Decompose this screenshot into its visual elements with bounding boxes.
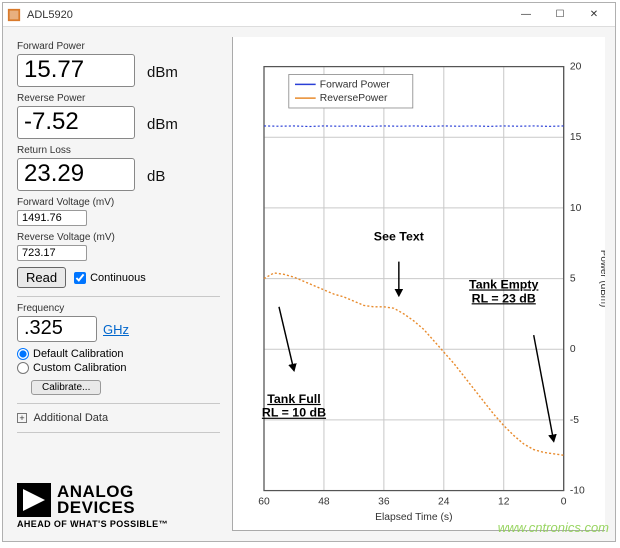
- svg-text:Power (dBm): Power (dBm): [598, 250, 605, 307]
- svg-text:36: 36: [378, 497, 390, 508]
- forward-power-value: 15.77: [17, 54, 135, 87]
- svg-text:0: 0: [561, 497, 567, 508]
- reverse-power-label: Reverse Power: [17, 93, 220, 104]
- svg-text:ReversePower: ReversePower: [320, 93, 388, 104]
- frequency-label: Frequency: [17, 303, 220, 314]
- svg-text:12: 12: [498, 497, 510, 508]
- svg-text:Forward Power: Forward Power: [320, 79, 391, 90]
- default-calibration-label: Default Calibration: [33, 348, 124, 360]
- additional-data-toggle[interactable]: + Additional Data: [17, 404, 220, 432]
- minimize-button[interactable]: —: [509, 5, 543, 25]
- analog-devices-logo-icon: [17, 483, 51, 517]
- return-loss-unit: dB: [147, 168, 165, 185]
- svg-text:15: 15: [570, 132, 582, 143]
- reverse-power-value: -7.52: [17, 106, 135, 139]
- titlebar: ADL5920 — ☐ ✕: [3, 3, 615, 27]
- continuous-checkbox[interactable]: [74, 272, 86, 284]
- svg-text:Tank Empty: Tank Empty: [469, 278, 539, 292]
- frequency-value[interactable]: .325: [17, 316, 97, 342]
- additional-data-label: Additional Data: [33, 412, 108, 424]
- reverse-power-unit: dBm: [147, 116, 178, 133]
- chart-area: 60 48 36 24 12 0 20 15 10 5 0 -5 -10 Elapsed Time (s)…: [232, 37, 605, 531]
- forward-voltage-label: Forward Voltage (mV): [17, 197, 220, 208]
- svg-text:-5: -5: [570, 415, 580, 426]
- power-chart: 60 48 36 24 12 0 20 15 10 5 0 -5 -10 Elapsed Time (s)…: [233, 37, 605, 530]
- reverse-voltage-value: 723.17: [17, 245, 87, 261]
- frequency-unit-link[interactable]: GHz: [103, 322, 129, 337]
- svg-text:20: 20: [570, 62, 582, 73]
- reverse-voltage-label: Reverse Voltage (mV): [17, 232, 220, 243]
- svg-text:24: 24: [438, 497, 450, 508]
- forward-voltage-value: 1491.76: [17, 210, 87, 226]
- svg-text:RL = 10 dB: RL = 10 dB: [262, 406, 326, 420]
- logo-area: ANALOG DEVICES AHEAD OF WHAT'S POSSIBLE™: [17, 477, 220, 541]
- svg-text:Elapsed Time (s): Elapsed Time (s): [375, 512, 452, 523]
- custom-calibration-radio[interactable]: [17, 362, 29, 374]
- close-button[interactable]: ✕: [577, 5, 611, 25]
- forward-power-label: Forward Power: [17, 41, 220, 52]
- app-icon: [7, 8, 21, 22]
- continuous-text: Continuous: [90, 272, 146, 284]
- svg-text:-10: -10: [570, 486, 585, 497]
- svg-text:See Text: See Text: [374, 230, 424, 244]
- svg-text:0: 0: [570, 344, 576, 355]
- svg-text:10: 10: [570, 203, 582, 214]
- control-panel: Forward Power 15.77 dBm Reverse Power -7…: [3, 27, 228, 541]
- read-button[interactable]: Read: [17, 267, 66, 288]
- forward-power-unit: dBm: [147, 64, 178, 81]
- svg-text:Tank Full: Tank Full: [267, 392, 320, 406]
- svg-text:48: 48: [318, 497, 330, 508]
- return-loss-label: Return Loss: [17, 145, 220, 156]
- return-loss-value: 23.29: [17, 158, 135, 191]
- continuous-checkbox-label[interactable]: Continuous: [74, 272, 146, 284]
- svg-text:5: 5: [570, 274, 576, 285]
- default-calibration-radio[interactable]: [17, 348, 29, 360]
- svg-text:RL = 23 dB: RL = 23 dB: [472, 292, 536, 306]
- custom-calibration-label: Custom Calibration: [33, 362, 127, 374]
- app-window: ADL5920 — ☐ ✕ Forward Power 15.77 dBm Re…: [2, 2, 616, 542]
- calibrate-button[interactable]: Calibrate...: [31, 380, 101, 395]
- maximize-button[interactable]: ☐: [543, 5, 577, 25]
- plus-icon: +: [17, 413, 27, 423]
- logo-text: ANALOG DEVICES: [57, 484, 135, 516]
- svg-text:60: 60: [258, 497, 270, 508]
- tagline: AHEAD OF WHAT'S POSSIBLE™: [17, 519, 220, 529]
- window-title: ADL5920: [27, 9, 509, 21]
